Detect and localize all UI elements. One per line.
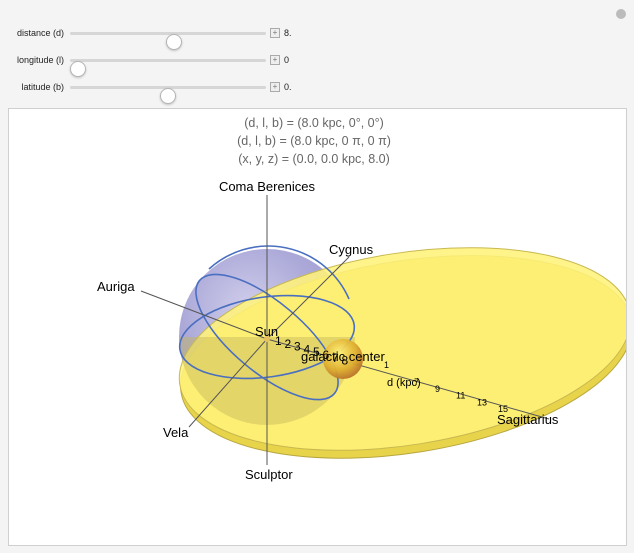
- control-value: 0.: [284, 82, 292, 92]
- slider-thumb[interactable]: [160, 88, 176, 104]
- tick-label: 7: [332, 351, 339, 365]
- expand-button[interactable]: +: [270, 28, 280, 38]
- tick-label: 5: [313, 345, 320, 359]
- expand-button[interactable]: +: [270, 55, 280, 65]
- center-label: galactic center: [301, 349, 385, 364]
- great-circles: [178, 245, 356, 401]
- direction-label: Sculptor: [245, 467, 293, 482]
- control-label: latitude (b): [21, 82, 64, 92]
- control-label: distance (d): [16, 28, 64, 38]
- direction-label: Coma Berenices: [219, 179, 316, 194]
- slider[interactable]: [70, 32, 266, 50]
- direction-label: Sagittarius: [497, 412, 559, 427]
- tick-label: 6: [323, 348, 330, 362]
- info-line: (d, l, b) = (8.0 kpc, 0°, 0°): [244, 116, 384, 130]
- tick-label: 3: [294, 340, 301, 354]
- tick-label: 8: [342, 354, 349, 368]
- slider[interactable]: [70, 86, 266, 104]
- control-label: longitude (l): [16, 55, 64, 65]
- axis-label: d (kpc): [387, 377, 421, 389]
- sun-label: Sun: [255, 324, 278, 339]
- direction-label: Auriga: [97, 279, 135, 294]
- tick-label: 1: [275, 334, 282, 348]
- control-value: 0: [284, 55, 290, 65]
- slider[interactable]: [70, 59, 266, 77]
- axes: [140, 195, 550, 465]
- galactic-center-sphere: [323, 339, 363, 379]
- expand-button[interactable]: +: [270, 82, 280, 92]
- info-line: (x, y, z) = (0.0, 0.0 kpc, 8.0): [238, 152, 390, 166]
- sun-marker: [264, 336, 270, 342]
- direction-label: Vela: [163, 425, 189, 440]
- info-line: (d, l, b) = (8.0 kpc, 0 π, 0 π): [237, 134, 391, 148]
- slider-thumb[interactable]: [70, 61, 86, 77]
- tick-label: 11: [456, 391, 465, 401]
- direction-label: Cygnus: [329, 242, 374, 257]
- graphic: (d, l, b) = (8.0 kpc, 0°, 0°) (d, l, b) …: [97, 116, 633, 482]
- control-value: 8.: [284, 28, 292, 38]
- tick-label: 13: [477, 397, 487, 407]
- tick-label: 15: [498, 404, 508, 414]
- tick-label: 1: [384, 360, 389, 370]
- tick-label: 4: [304, 342, 311, 356]
- graphics-panel: (d, l, b) = (8.0 kpc, 0°, 0°) (d, l, b) …: [8, 108, 633, 546]
- galactic-disk: [178, 247, 633, 459]
- reset-button[interactable]: [616, 9, 626, 19]
- tick-label: 9: [435, 384, 440, 394]
- tick-label: 2: [285, 337, 292, 351]
- slider-thumb[interactable]: [166, 34, 182, 50]
- tick-label: 7: [414, 377, 419, 387]
